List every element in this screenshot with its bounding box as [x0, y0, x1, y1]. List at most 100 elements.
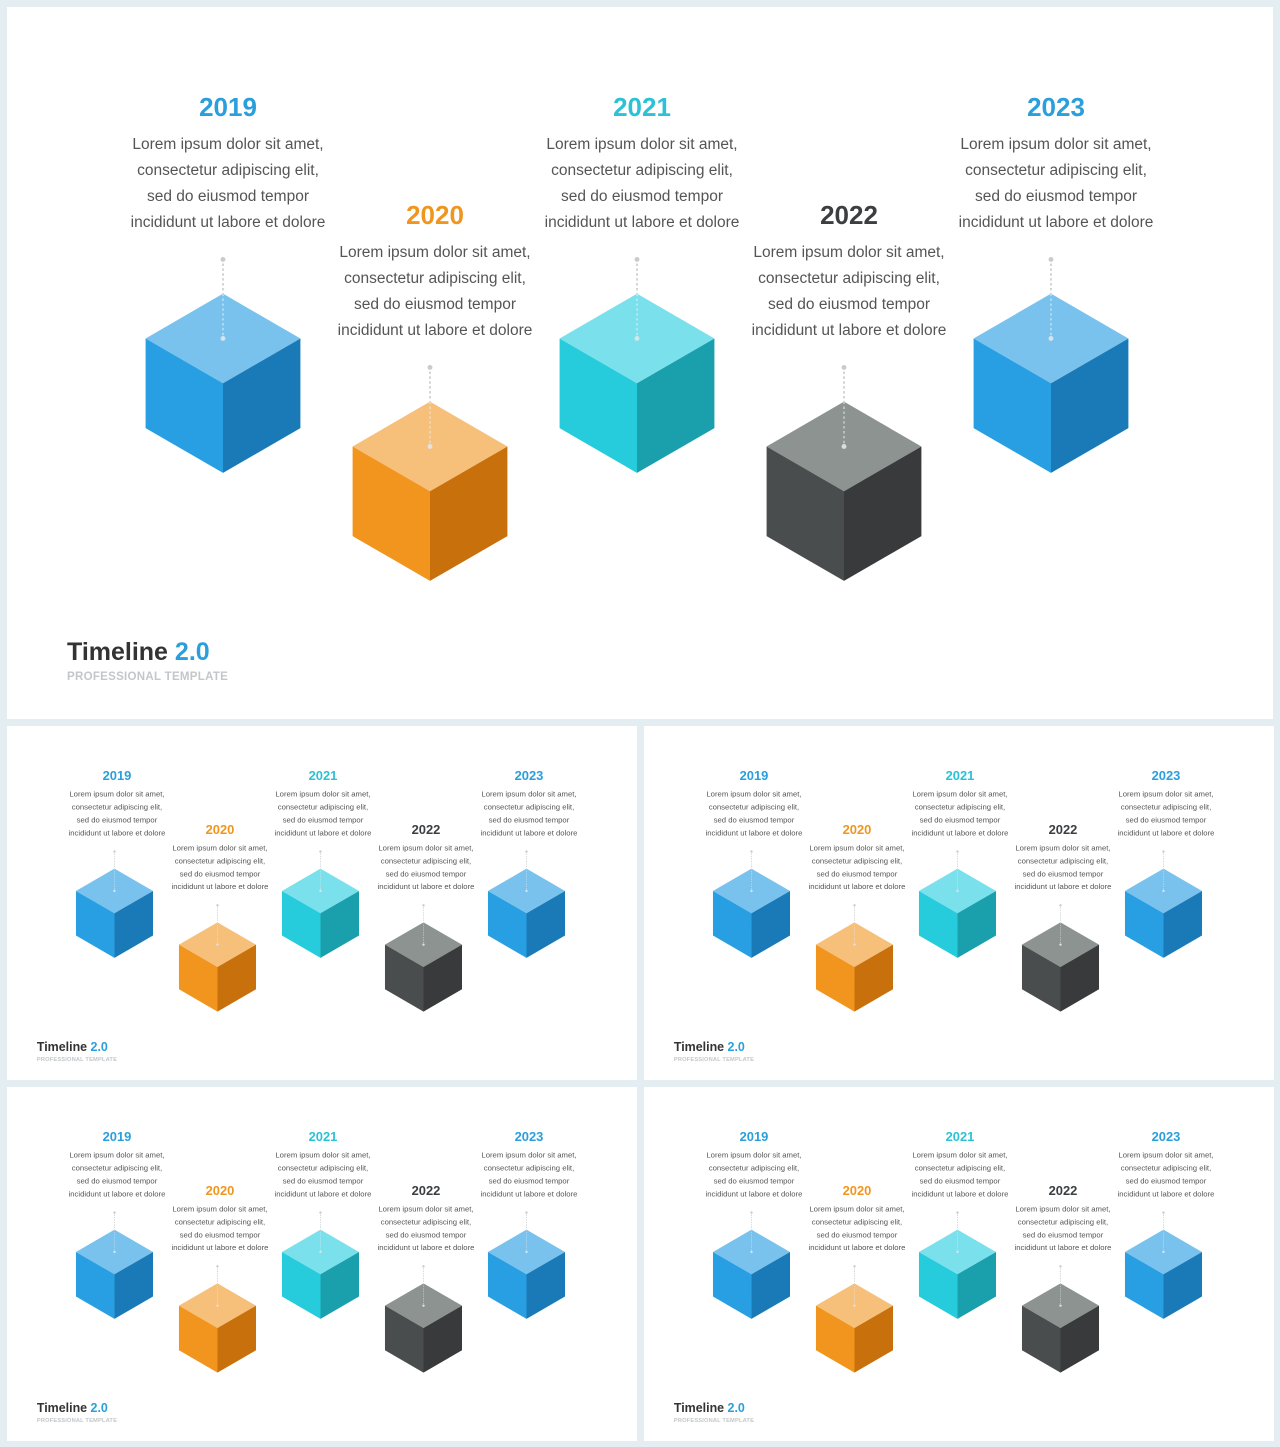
description-line: sed do eiusmod tempor: [179, 1230, 261, 1240]
cube-2023-icon: [973, 257, 1129, 473]
connector-dot: [422, 904, 425, 907]
connector-dot: [841, 365, 847, 370]
cube-left-face: [973, 338, 1051, 473]
connector-dot: [634, 257, 640, 262]
cube-2023-icon: [1124, 850, 1203, 958]
timeline-step-2019: 2019 Lorem ipsum dolor sit amet, consect…: [57, 1129, 176, 1201]
description-line: consectetur adipiscing elit,: [965, 162, 1147, 179]
slide-thumb-3[interactable]: 2019 Lorem ipsum dolor sit amet, consect…: [7, 1087, 637, 1441]
description-line: sed do eiusmod tempor: [713, 816, 795, 825]
step-year: 2020: [842, 1183, 872, 1198]
cube-2022-icon: [384, 904, 463, 1012]
connector-dot: [1162, 1211, 1165, 1214]
connector-dot: [216, 904, 219, 907]
description-line: incididunt ut labore et dolore: [480, 829, 578, 838]
step-year: 2020: [842, 822, 872, 837]
slide-thumb-4[interactable]: 2019 Lorem ipsum dolor sit amet, consect…: [644, 1087, 1274, 1441]
connector-dot: [853, 1265, 856, 1268]
step-year: 2022: [411, 1183, 441, 1198]
timeline-step-2019: 2019 Lorem ipsum dolor sit amet, consect…: [108, 92, 348, 236]
description-line: consectetur adipiscing elit,: [71, 1164, 163, 1173]
connector-dot: [956, 850, 959, 853]
description-line: sed do eiusmod tempor: [919, 816, 1001, 825]
slide-content: 2019 Lorem ipsum dolor sit amet, consect…: [7, 1087, 637, 1441]
cube-2019-icon: [145, 257, 301, 473]
brand-name: Timeline: [673, 1039, 725, 1054]
slide-thumb-2[interactable]: 2019 Lorem ipsum dolor sit amet, consect…: [644, 726, 1274, 1080]
cube-left-face: [815, 1305, 855, 1373]
description-line: incididunt ut labore et dolore: [911, 829, 1009, 838]
description-line: consectetur adipiscing elit,: [174, 856, 266, 866]
description-line: Lorem ipsum dolor sit amet,: [378, 1204, 474, 1214]
description-line: sed do eiusmod tempor: [282, 816, 364, 825]
brand-subtitle: PROFESSIONAL TEMPLATE: [67, 671, 229, 683]
cube-2020-icon: [815, 1265, 894, 1373]
description-line: incididunt ut labore et dolore: [337, 322, 533, 339]
slide-large[interactable]: 2019 Lorem ipsum dolor sit amet, consect…: [7, 7, 1273, 719]
description-line: Lorem ipsum dolor sit amet,: [706, 790, 802, 799]
timeline-step-2022: 2022 Lorem ipsum dolor sit amet, consect…: [1003, 1183, 1122, 1255]
brand-subtitle: PROFESSIONAL TEMPLATE: [36, 1056, 118, 1063]
description-line: consectetur adipiscing elit,: [708, 1164, 800, 1173]
description-line: consectetur adipiscing elit,: [483, 803, 575, 812]
brand-title: Timeline 2.0: [37, 1039, 117, 1054]
description-line: Lorem ipsum dolor sit amet,: [275, 1151, 371, 1160]
connector-dot: [1059, 904, 1062, 907]
description-line: sed do eiusmod tempor: [488, 1177, 570, 1186]
step-description: Lorem ipsum dolor sit amet, consectetur …: [797, 1203, 916, 1255]
step-year: 2023: [514, 768, 544, 784]
step-description: Lorem ipsum dolor sit amet, consectetur …: [797, 842, 916, 894]
step-description: Lorem ipsum dolor sit amet, consectetur …: [366, 1203, 485, 1255]
step-year: 2021: [308, 768, 338, 784]
cube-left-face: [1021, 1305, 1061, 1373]
brand-title: Timeline 2.0: [37, 1400, 117, 1415]
timeline-step-2022: 2022 Lorem ipsum dolor sit amet, consect…: [1003, 822, 1122, 894]
slide-thumb-1[interactable]: 2019 Lorem ipsum dolor sit amet, consect…: [7, 726, 637, 1080]
connector-dot: [220, 257, 226, 262]
timeline-step-2020: 2020 Lorem ipsum dolor sit amet, consect…: [315, 200, 555, 344]
connector-dot: [1162, 850, 1165, 853]
timeline-step-2019: 2019 Lorem ipsum dolor sit amet, consect…: [694, 1129, 813, 1201]
step-description: Lorem ipsum dolor sit amet, consectetur …: [694, 788, 813, 840]
brand-subtitle: PROFESSIONAL TEMPLATE: [673, 1417, 755, 1424]
description-line: Lorem ipsum dolor sit amet,: [809, 1204, 905, 1214]
description-line: consectetur adipiscing elit,: [811, 856, 903, 866]
step-description: Lorem ipsum dolor sit amet, consectetur …: [57, 1149, 176, 1201]
brand-version: 2.0: [90, 1039, 108, 1054]
slide-content: 2019 Lorem ipsum dolor sit amet, consect…: [644, 726, 1274, 1080]
cube-2019-icon: [712, 1211, 790, 1319]
description-line: incididunt ut labore et dolore: [377, 1243, 475, 1253]
description-line: incididunt ut labore et dolore: [544, 214, 740, 231]
cube-left-face: [766, 446, 844, 581]
description-line: Lorem ipsum dolor sit amet,: [378, 843, 474, 853]
cube-2022-icon: [384, 1265, 463, 1373]
timeline-step-2021: 2021 Lorem ipsum dolor sit amet, consect…: [263, 768, 382, 840]
description-line: sed do eiusmod tempor: [975, 188, 1137, 205]
timeline-step-2023: 2023 Lorem ipsum dolor sit amet, consect…: [1106, 1129, 1225, 1201]
description-line: Lorem ipsum dolor sit amet,: [546, 136, 738, 153]
step-description: Lorem ipsum dolor sit amet, consectetur …: [522, 132, 762, 236]
connector-dot: [216, 1265, 219, 1268]
description-line: consectetur adipiscing elit,: [174, 1217, 266, 1227]
step-description: Lorem ipsum dolor sit amet, consectetur …: [1106, 788, 1225, 840]
step-year: 2022: [411, 822, 441, 837]
description-line: incididunt ut labore et dolore: [480, 1190, 578, 1199]
cube-right-face: [430, 446, 508, 581]
description-line: sed do eiusmod tempor: [816, 1230, 898, 1240]
description-line: Lorem ipsum dolor sit amet,: [809, 843, 905, 853]
description-line: incididunt ut labore et dolore: [808, 1243, 906, 1253]
timeline-step-2023: 2023 Lorem ipsum dolor sit amet, consect…: [936, 92, 1176, 236]
description-line: sed do eiusmod tempor: [919, 1177, 1001, 1186]
timeline-step-2022: 2022 Lorem ipsum dolor sit amet, consect…: [366, 1183, 485, 1255]
description-line: consectetur adipiscing elit,: [483, 1164, 575, 1173]
timeline-step-2020: 2020 Lorem ipsum dolor sit amet, consect…: [797, 1183, 916, 1255]
description-line: sed do eiusmod tempor: [713, 1177, 795, 1186]
brand-title: Timeline 2.0: [674, 1039, 754, 1054]
cube-right-face: [223, 338, 301, 473]
step-year: 2022: [820, 200, 878, 230]
brand-block: Timeline 2.0 PROFESSIONAL TEMPLATE: [37, 1039, 117, 1062]
slide-content: 2019 Lorem ipsum dolor sit amet, consect…: [7, 726, 637, 1080]
timeline-step-2022: 2022 Lorem ipsum dolor sit amet, consect…: [366, 822, 485, 894]
description-line: Lorem ipsum dolor sit amet,: [960, 136, 1152, 153]
description-line: consectetur adipiscing elit,: [380, 856, 472, 866]
